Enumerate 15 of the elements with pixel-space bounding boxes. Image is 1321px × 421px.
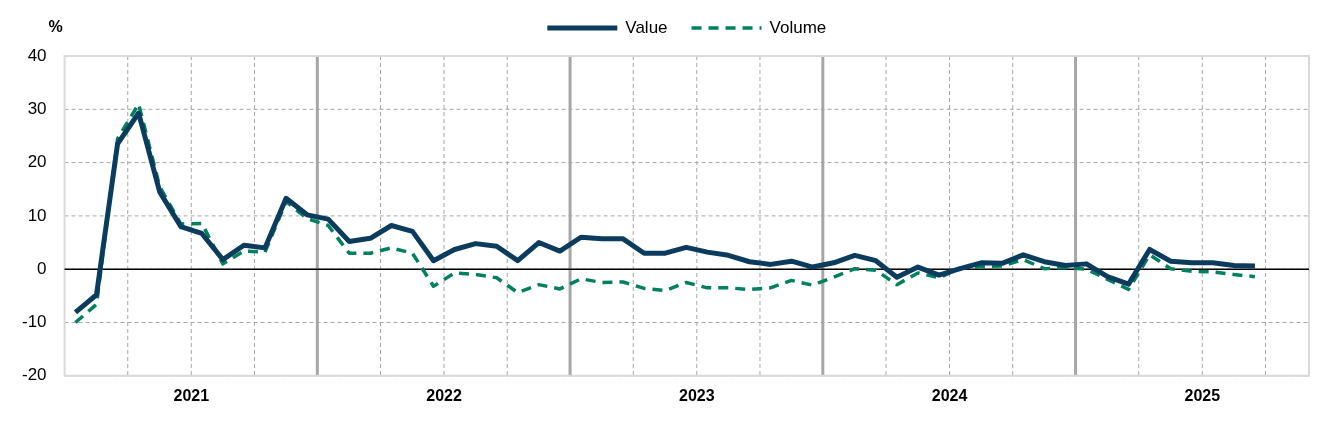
- x-tick-label: 2025: [1184, 386, 1221, 404]
- legend-label: Volume: [769, 17, 827, 37]
- x-tick-label: 2021: [173, 386, 210, 404]
- y-tick-label: 20: [27, 152, 47, 172]
- legend-label: Value: [625, 17, 668, 37]
- y-axis-title: %: [48, 18, 63, 36]
- y-tick-label: 10: [27, 205, 47, 225]
- x-tick-label: 2022: [426, 386, 462, 404]
- x-tick-label: 2024: [931, 386, 968, 404]
- y-tick-label: 30: [27, 98, 47, 118]
- y-tick-label: -10: [21, 312, 47, 332]
- y-tick-label: 40: [27, 45, 47, 65]
- y-tick-label: -20: [21, 365, 47, 385]
- x-tick-label: 2023: [678, 386, 715, 404]
- y-tick-label: 0: [37, 258, 47, 278]
